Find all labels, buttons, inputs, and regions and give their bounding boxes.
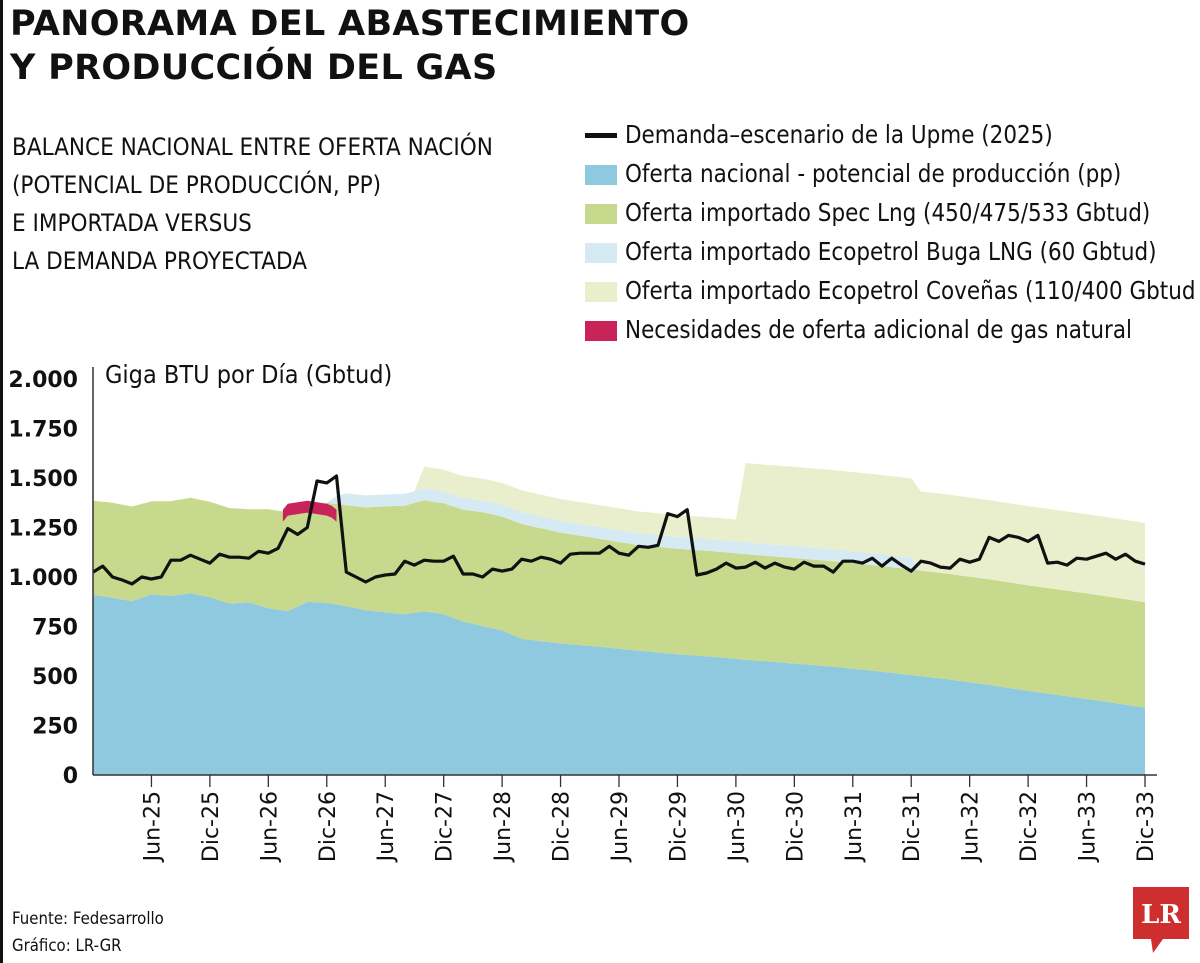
- legend-swatch-covenas: [585, 282, 617, 302]
- y-tick-label: 750: [32, 616, 78, 641]
- chart-title: PANORAMA DEL ABASTECIMIENTO Y PRODUCCIÓN…: [10, 2, 710, 90]
- footer: Fuente: Fedesarrollo Gráfico: LR-GR: [12, 906, 164, 960]
- x-tick-label: Jun-32: [959, 791, 984, 863]
- legend-swatch-buga-lng: [585, 243, 617, 263]
- y-tick-label: 2.000: [8, 368, 78, 393]
- chart-title-line-2: Y PRODUCCIÓN DEL GAS: [10, 48, 498, 88]
- x-tick-label: Jun-28: [491, 791, 516, 863]
- legend-label-spec-lng: Oferta importado Spec Lng (450/475/533 G…: [625, 198, 1151, 227]
- x-tick-label: Jun-25: [140, 791, 165, 863]
- legend-item-oferta-nacional: Oferta nacional - potencial de producció…: [585, 155, 1200, 194]
- chart-title-line-1: PANORAMA DEL ABASTECIMIENTO: [10, 4, 690, 44]
- line-demanda-upme: [92, 474, 1146, 586]
- chart-subtitle-line-1: BALANCE NACIONAL ENTRE OFERTA NACIÓN: [12, 133, 493, 161]
- legend-label-necesidades: Necesidades de oferta adicional de gas n…: [625, 315, 1132, 344]
- x-tick-label: Dic-26: [316, 791, 341, 862]
- x-tick-label: Jun-30: [725, 791, 750, 863]
- chart-subtitle-line-4: LA DEMANDA PROYECTADA: [12, 247, 308, 275]
- chart-subtitle: BALANCE NACIONAL ENTRE OFERTA NACIÓN (PO…: [12, 128, 516, 280]
- area-oferta-importado-spec-lng-450-475-533-gb: [93, 497, 1145, 708]
- y-tick-label: 250: [32, 715, 78, 740]
- x-tick-label: Dic-33: [1134, 791, 1159, 862]
- x-tick-label: Dic-25: [199, 791, 224, 862]
- y-tick-label: 0: [63, 764, 78, 789]
- x-tick-label: Jun-26: [257, 791, 282, 863]
- y-tick-label: 500: [32, 665, 78, 690]
- x-tick-label: Dic-29: [666, 791, 691, 862]
- legend-swatch-oferta-nacional: [585, 165, 617, 185]
- chart-subtitle-line-2: (POTENCIAL DE PRODUCCIÓN, PP): [12, 171, 382, 199]
- legend-item-demanda: Demanda–escenario de la Upme (2025): [585, 116, 1200, 155]
- x-tick-label: Jun-29: [608, 791, 633, 863]
- area-oferta-nacional-potencial-de-produccion-: [93, 593, 1145, 775]
- legend-label-oferta-nacional: Oferta nacional - potencial de producció…: [625, 159, 1122, 188]
- legend-label-covenas: Oferta importado Ecopetrol Coveñas (110/…: [625, 276, 1196, 305]
- graphic-credit: Gráfico: LR-GR: [12, 936, 122, 956]
- legend-item-buga-lng: Oferta importado Ecopetrol Buga LNG (60 …: [585, 233, 1200, 272]
- area-oferta-importado-ecopetrol-covenas-110-4: [93, 463, 1145, 603]
- lr-logo-badge: [1133, 887, 1189, 953]
- x-tick-label: Jun-33: [1076, 791, 1101, 863]
- source-note: Fuente: Fedesarrollo: [12, 909, 164, 929]
- legend-label-buga-lng: Oferta importado Ecopetrol Buga LNG (60 …: [625, 237, 1157, 266]
- y-tick-label: 1.250: [8, 517, 78, 542]
- lr-logo: LR: [1133, 887, 1189, 953]
- x-tick-label: Jun-31: [842, 791, 867, 863]
- x-tick-label: Dic-30: [783, 791, 808, 862]
- x-tick-label: Dic-27: [433, 791, 458, 862]
- legend-swatch-necesidades: [585, 321, 617, 341]
- chart-legend: Demanda–escenario de la Upme (2025) Ofer…: [585, 116, 1200, 350]
- y-tick-label: 1.750: [8, 418, 78, 443]
- legend-item-spec-lng: Oferta importado Spec Lng (450/475/533 G…: [585, 194, 1200, 233]
- x-tick-label: Dic-32: [1017, 791, 1042, 862]
- left-border-rule: [0, 0, 3, 963]
- legend-label-demanda: Demanda–escenario de la Upme (2025): [625, 120, 1053, 149]
- chart-subtitle-line-3: E IMPORTADA VERSUS: [12, 209, 252, 237]
- y-axis-unit-label: Giga BTU por Día (Gbtud): [105, 360, 393, 389]
- x-tick-label: Dic-31: [900, 791, 925, 862]
- lr-logo-text: LR: [1141, 900, 1181, 930]
- legend-swatch-spec-lng: [585, 204, 617, 224]
- x-tick-label: Dic-28: [550, 791, 575, 862]
- y-tick-label: 1.500: [8, 467, 78, 492]
- legend-swatch-demanda: [585, 133, 617, 138]
- legend-item-necesidades: Necesidades de oferta adicional de gas n…: [585, 311, 1200, 350]
- y-tick-label: 1.000: [8, 566, 78, 591]
- x-tick-label: Jun-27: [374, 791, 399, 863]
- chart-plot: 0 250 500 750 1.000 1.250 1.500 1.750 2.000 Jun-2…: [8, 367, 1159, 863]
- legend-item-covenas: Oferta importado Ecopetrol Coveñas (110/…: [585, 272, 1200, 311]
